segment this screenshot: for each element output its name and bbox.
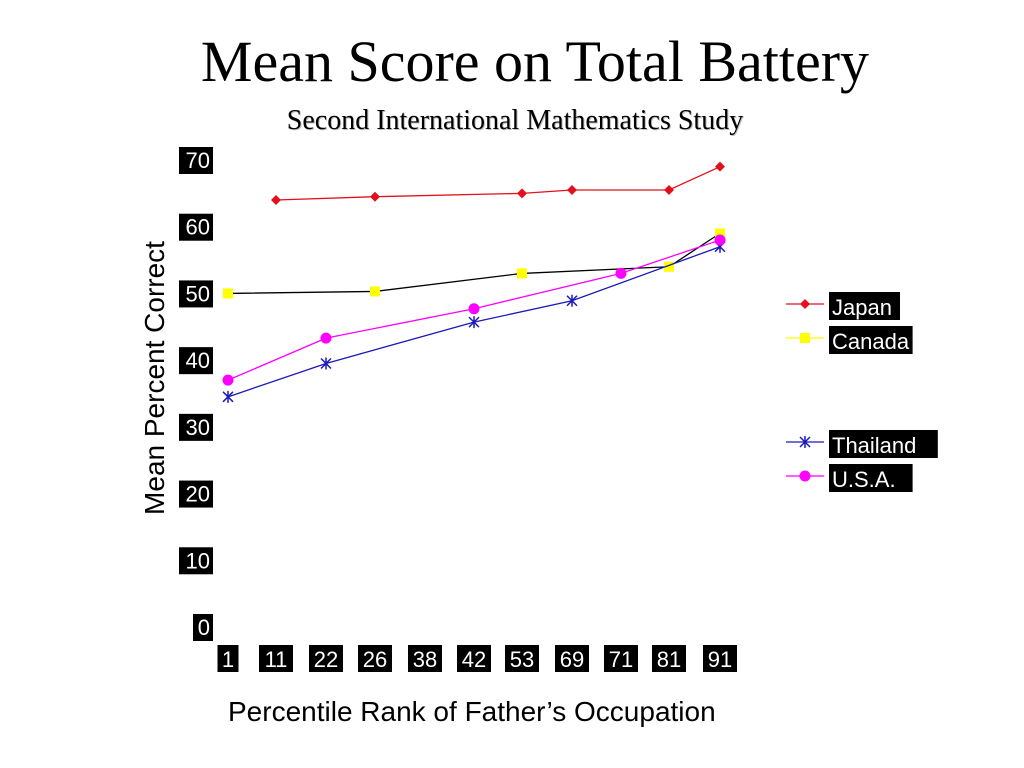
x-tick-box — [457, 645, 491, 672]
legend-box — [829, 430, 938, 458]
x-tick-box — [309, 645, 343, 672]
series-canada — [223, 228, 725, 299]
data-point — [370, 191, 380, 202]
series-thailand — [222, 240, 726, 403]
data-point — [567, 185, 577, 196]
data-point — [223, 288, 233, 299]
x-tick-box — [505, 645, 539, 672]
data-point — [370, 286, 380, 297]
y-tick-box — [179, 547, 213, 575]
x-tick-label: 11 — [265, 647, 288, 672]
y-tick-label: 30 — [186, 415, 210, 440]
x-tick-box — [408, 645, 442, 672]
data-point — [799, 470, 811, 482]
y-tick-label: 70 — [186, 148, 210, 173]
x-tick-box — [703, 645, 737, 672]
legend-box — [829, 292, 900, 320]
y-tick-label: 40 — [186, 348, 210, 373]
x-tick-label: 38 — [413, 647, 437, 672]
y-tick-box — [193, 614, 213, 641]
data-point — [615, 267, 627, 279]
y-tick-label: 10 — [186, 548, 210, 573]
x-tick-box — [217, 645, 239, 672]
data-point — [664, 261, 674, 272]
series-line — [275, 166, 721, 201]
data-point — [517, 188, 527, 199]
y-tick-label: 50 — [186, 281, 210, 306]
data-point — [714, 234, 726, 246]
legend-label: Canada — [832, 329, 910, 354]
data-point — [468, 303, 480, 315]
y-tick-box — [179, 280, 213, 308]
data-point — [715, 228, 725, 239]
data-point — [320, 332, 332, 344]
series-line — [227, 232, 721, 295]
x-tick-label: 53 — [510, 647, 534, 672]
data-point — [468, 316, 480, 329]
x-tick-box — [555, 645, 589, 672]
legend-label: Thailand — [832, 433, 916, 458]
y-tick-box — [179, 347, 213, 375]
x-axis-label: Percentile Rank of Father’s Occupation — [228, 696, 716, 727]
chart-subtitle: Second International Mathematics Study — [286, 105, 744, 136]
x-tick-label: 42 — [462, 647, 486, 672]
data-point — [715, 161, 725, 172]
legend-box — [829, 464, 913, 492]
y-tick-label: 0 — [198, 615, 210, 640]
x-tick-label: 81 — [657, 647, 681, 672]
data-point — [222, 390, 234, 403]
legend-item: Japan — [786, 292, 900, 320]
series-usa — [222, 234, 726, 386]
data-point — [799, 436, 811, 448]
legend-box — [829, 326, 913, 354]
y-tick-box — [179, 413, 213, 441]
y-tick-box — [179, 480, 213, 508]
x-tick-label: 69 — [560, 647, 584, 672]
x-tick-label: 91 — [708, 647, 732, 672]
x-tick-label: 26 — [363, 647, 387, 672]
data-point — [800, 299, 810, 309]
y-tick-label: 60 — [186, 215, 210, 240]
legend-label: Japan — [832, 295, 892, 320]
slide-title: Mean Score on Total Battery — [200, 29, 870, 94]
data-point — [800, 333, 810, 343]
data-point — [222, 374, 234, 386]
x-tick-box — [604, 645, 638, 672]
x-tick-box — [259, 645, 293, 672]
legend-label: U.S.A. — [832, 467, 896, 492]
x-tick-label: 71 — [609, 647, 633, 672]
x-tick-box — [358, 645, 392, 672]
series-japan — [271, 161, 725, 206]
legend-item: U.S.A. — [786, 464, 913, 492]
data-point — [517, 268, 527, 279]
x-tick-box — [652, 645, 686, 672]
y-tick-box — [179, 147, 213, 174]
x-tick-label: 22 — [314, 647, 338, 672]
data-point — [271, 195, 281, 206]
y-tick-box — [179, 213, 213, 241]
data-point — [664, 185, 674, 196]
data-point — [320, 357, 332, 370]
legend-item: Thailand — [786, 430, 938, 458]
data-point — [566, 294, 578, 307]
legend-item: Canada — [786, 326, 913, 354]
y-tick-label: 20 — [186, 482, 210, 507]
x-tick-label: 1 — [222, 647, 234, 672]
